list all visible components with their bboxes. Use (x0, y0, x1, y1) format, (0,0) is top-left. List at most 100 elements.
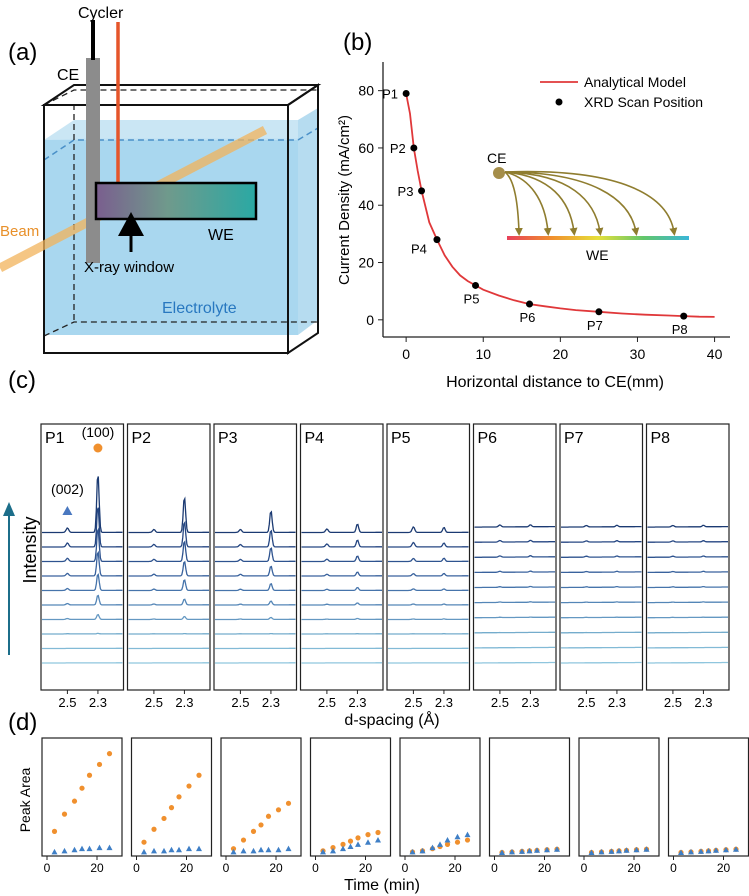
peak-002-area-point (106, 844, 113, 851)
c-x-tick-label: 2.5 (145, 695, 163, 710)
xrd-scan-point-p6 (526, 300, 534, 308)
peak-002-area-point (186, 845, 192, 852)
xrd-scan-point-p5 (472, 281, 480, 289)
panel-d-label: (d) (8, 709, 37, 736)
d-x-tick-label: 0 (670, 861, 677, 875)
xrd-pattern-line (474, 616, 555, 619)
c-x-tick-label: 2.5 (58, 695, 76, 710)
xrd-pattern-line (647, 616, 728, 619)
xrd-pattern-line (301, 602, 382, 606)
peak-area-panel-p7 (578, 737, 660, 857)
peak-100-area-point (265, 813, 272, 819)
peak-002-label: (002) (51, 481, 84, 497)
peak-100-area-point (71, 798, 78, 804)
peak-100-area-point (240, 837, 247, 843)
peak-002-area-point (713, 847, 719, 853)
xrd-panel-p6 (472, 423, 557, 691)
peak-002-area-point (258, 846, 264, 853)
xrd-panel-label: P3 (218, 430, 238, 447)
xrd-pattern-line (388, 541, 469, 548)
xrd-pattern-line (647, 585, 728, 589)
xrd-scan-point-p2 (410, 144, 418, 152)
legend-model-label: Analytical Model (584, 74, 686, 90)
d-x-tick-label: 0 (402, 861, 409, 875)
xrd-panel-p5 (386, 423, 471, 691)
xrd-pattern-line (301, 523, 382, 534)
xrd-pattern-line (647, 540, 728, 543)
xrd-pattern-line (301, 539, 382, 548)
peak-100-area-point (275, 807, 282, 813)
peak-area-panel-p3 (220, 737, 302, 857)
xrd-pattern-line (474, 631, 555, 634)
peak-100-area-point (161, 815, 167, 822)
xrd-pattern-line (128, 598, 209, 606)
c-x-tick-label: 2.5 (664, 695, 682, 710)
peak-100-area-point (106, 751, 113, 757)
b-y-axis-label: Current Density (mA/cm²) (336, 115, 353, 285)
peak-002-area-point (643, 846, 650, 852)
peak-area-panel-p5 (399, 737, 481, 857)
peak-002-area-point (275, 846, 282, 853)
d-x-tick-label: 0 (491, 861, 498, 875)
peak-002-area-point (168, 846, 175, 853)
peak-002-area-point (365, 839, 371, 845)
peak-002-area-point (176, 846, 182, 853)
c-x-tick-label: 2.3 (89, 695, 107, 710)
xrd-pattern-line (474, 661, 555, 664)
c-y-axis-label: Intensity (20, 516, 40, 583)
d-x-tick-label: 0 (133, 861, 140, 875)
xrd-pattern-line (561, 524, 642, 528)
d-x-tick-label: 0 (44, 861, 51, 875)
xrd-pattern-line (388, 618, 469, 621)
peak-area-panel-p2 (130, 737, 213, 857)
xrd-pattern-line (561, 570, 642, 574)
xrd-pattern-line (215, 529, 296, 548)
c-x-tick-label: 2.5 (577, 695, 595, 710)
c-x-tick-label: 2.3 (262, 695, 280, 710)
xrd-scan-point-label: P5 (464, 291, 480, 306)
xrd-panel-label: P8 (651, 430, 671, 447)
xrd-pattern-line (301, 555, 382, 563)
current-distribution-inset: CE WE (487, 150, 689, 263)
peak-002-area-point (534, 847, 540, 853)
peak-002-area-point (588, 849, 595, 855)
peak-100-area-point (61, 811, 68, 817)
c-x-tick-label: 2.3 (435, 695, 453, 710)
xrd-scan-point-label: P2 (390, 141, 406, 156)
peak-002-area-point (330, 847, 336, 854)
peak-002-area-point (623, 847, 630, 853)
peak-002-area-point (141, 848, 147, 855)
xrd-pattern-line (388, 588, 469, 592)
cycler-label: Cycler (78, 5, 124, 22)
peak-100-area-point (186, 783, 192, 789)
d-x-tick-label: 20 (717, 861, 731, 875)
xrd-pattern-line (474, 585, 555, 589)
xrd-pattern-line (474, 601, 555, 604)
peak-area-panel-p8 (667, 737, 749, 857)
d-x-tick-label: 20 (269, 861, 283, 875)
peak-100-area-point (151, 826, 157, 832)
xrd-pattern-line (474, 570, 555, 574)
peak-100-label: (100) (82, 424, 115, 440)
peak-100-area-point (141, 839, 147, 845)
peak-002-area-point (519, 848, 525, 854)
xrd-pattern-line (561, 646, 642, 649)
peak-002-area-point (250, 847, 257, 854)
xrd-pattern-line (215, 510, 296, 534)
xrd-scan-point-label: P7 (587, 318, 603, 333)
peak-100-area-point (258, 822, 264, 828)
peak-002-area-point (51, 848, 58, 855)
b-x-axis-label: Horizontal distance to CE(mm) (446, 374, 664, 391)
peak-002-area-point (705, 847, 712, 854)
xrd-pattern-line (647, 646, 728, 649)
peak-100-area-point (464, 837, 471, 843)
xrd-pattern-line (561, 631, 642, 634)
xrd-pattern-line (42, 613, 123, 621)
xrd-pattern-line (647, 524, 728, 528)
peak-002-area-point (616, 847, 622, 854)
peak-100-area-point (230, 846, 237, 852)
xrd-pattern-line (128, 496, 209, 534)
d-y-axis-label: Peak Area (17, 767, 33, 832)
peak-002-area-point (96, 844, 103, 851)
electrolyte-label: Electrolyte (162, 300, 237, 317)
